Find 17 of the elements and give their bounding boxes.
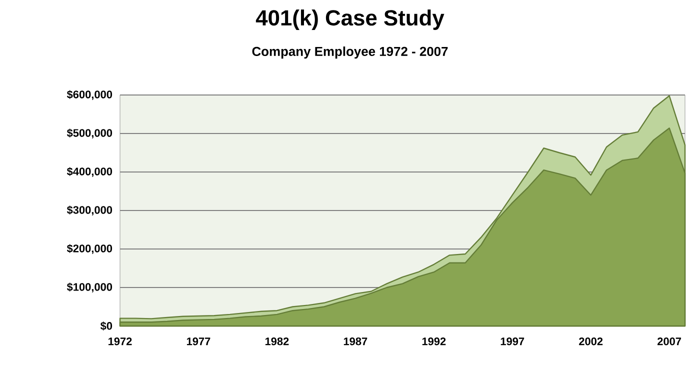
x-tick-label: 2007	[657, 338, 682, 346]
chart-title: 401(k) Case Study	[256, 10, 444, 30]
y-tick-label: $600,000	[66, 90, 112, 100]
x-tick-label: 1997	[500, 338, 524, 346]
x-tick-label: 1977	[186, 338, 210, 346]
x-tick-label: 1982	[265, 338, 289, 346]
y-tick-label: $500,000	[66, 128, 112, 138]
y-tick-label: $100,000	[66, 282, 112, 292]
y-tick-label: $200,000	[66, 244, 112, 254]
x-tick-label: 2002	[579, 338, 603, 346]
y-tick-label: $300,000	[66, 206, 112, 216]
y-tick-label: $400,000	[66, 167, 112, 177]
x-tick-label: 1992	[422, 338, 446, 346]
y-tick-label: $0	[100, 322, 112, 330]
x-tick-label: 1987	[344, 338, 368, 346]
chart-subtitle: Company Employee 1972 - 2007	[252, 46, 448, 59]
x-tick-label: 1972	[108, 338, 132, 346]
